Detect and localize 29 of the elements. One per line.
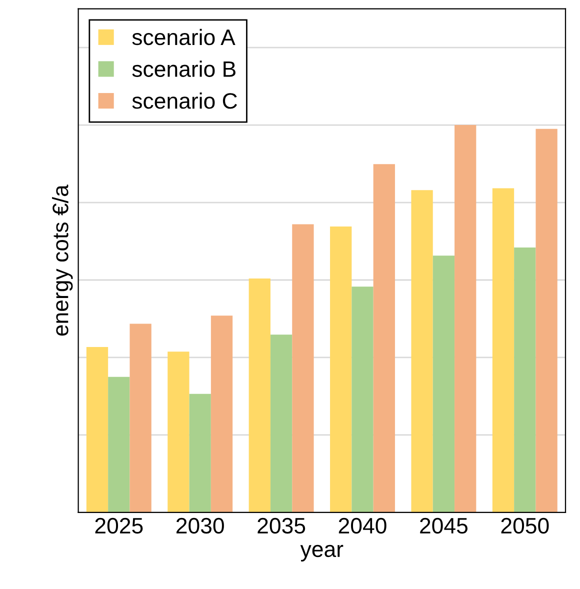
y-axis-title: energy cots €/a [52, 184, 73, 336]
bar [373, 164, 395, 512]
bar [292, 224, 314, 512]
bar [248, 278, 270, 512]
x-tick-label: 2025 [95, 518, 143, 534]
bar [86, 347, 108, 512]
bar [514, 247, 536, 512]
bar [352, 286, 374, 512]
bar [108, 376, 130, 512]
bar [189, 394, 211, 512]
x-axis-title: year [300, 544, 344, 562]
bar [536, 128, 558, 512]
legend-label: scenario A [132, 28, 236, 46]
bar [130, 324, 152, 512]
bar [168, 352, 190, 512]
bar [210, 316, 233, 512]
x-tick-label: 2035 [258, 518, 306, 534]
legend-label: scenario C [132, 92, 238, 109]
x-tick-label: 2045 [420, 518, 468, 534]
bar [411, 190, 433, 512]
legend-label: scenario B [132, 60, 236, 77]
bar [454, 125, 476, 512]
bar [270, 334, 292, 512]
x-tick-label: 2050 [501, 518, 549, 534]
x-tick-label: 2030 [176, 518, 224, 534]
bar [492, 188, 514, 512]
bar [330, 226, 352, 512]
x-tick-label: 2040 [338, 518, 386, 534]
bar [432, 256, 455, 512]
